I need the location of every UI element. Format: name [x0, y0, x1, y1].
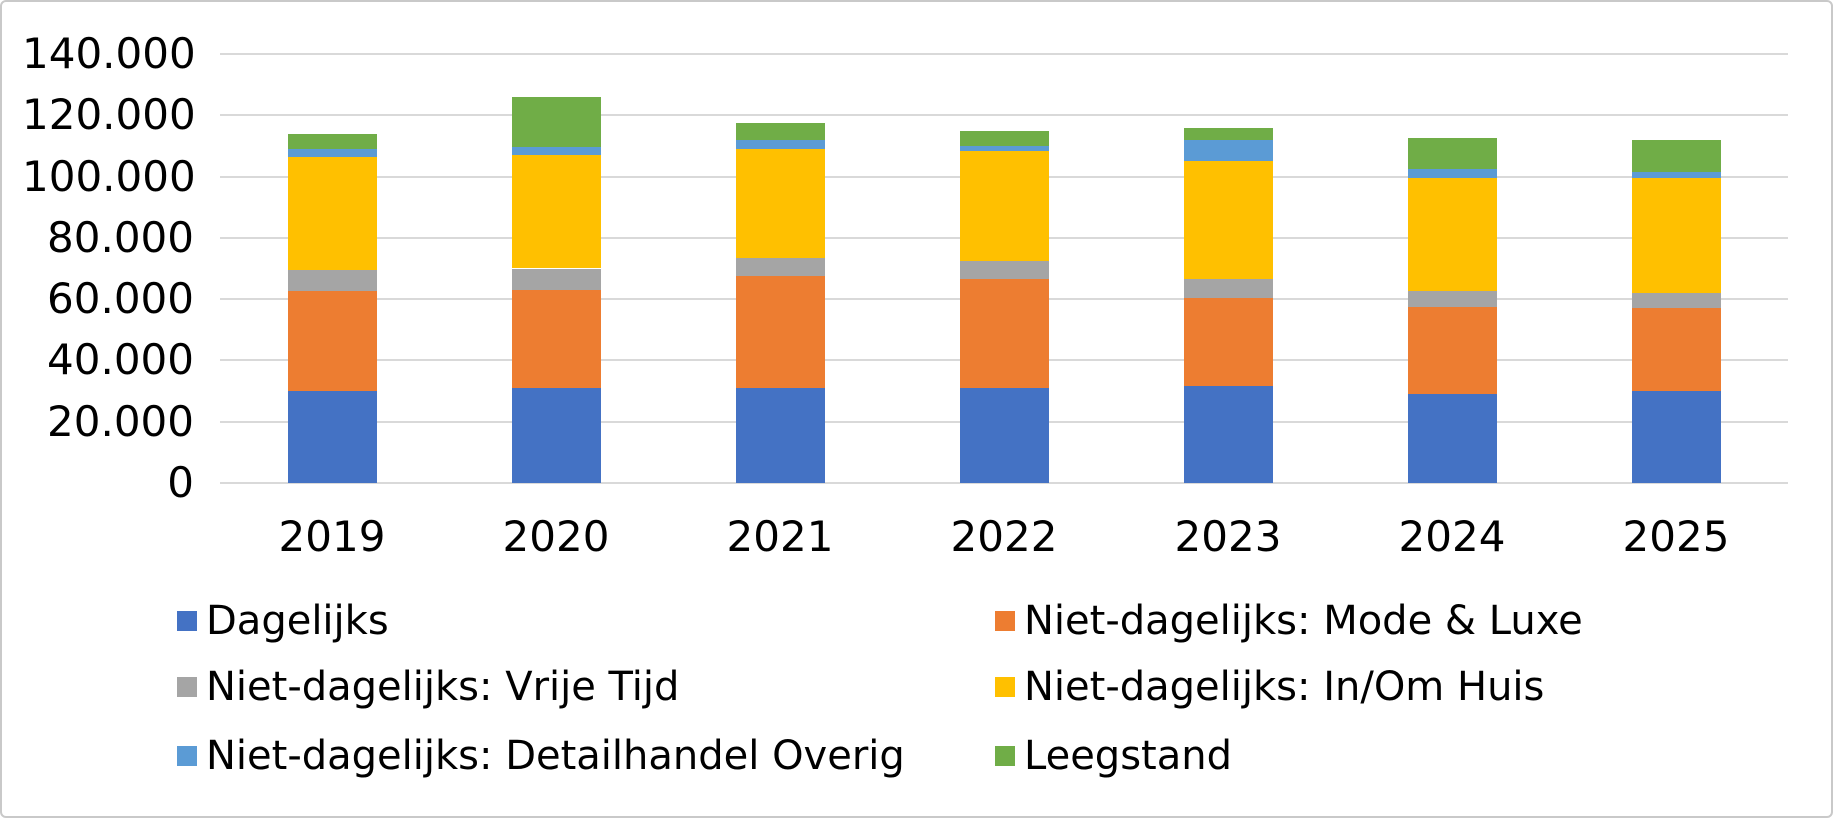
bar-segment-2022-series-2 — [959, 260, 1049, 280]
bar-segment-2025-series-4 — [1631, 171, 1721, 179]
bar-segment-2019-series-1 — [287, 291, 377, 392]
bar-segment-2022-series-5 — [959, 130, 1049, 146]
bar-segment-2021-series-0 — [735, 388, 825, 483]
gridline-y-0 — [220, 482, 1788, 484]
x-axis-label-2020: 2020 — [502, 512, 610, 561]
bar-segment-2019-series-4 — [287, 148, 377, 157]
bar-segment-2019-series-0 — [287, 391, 377, 483]
bar-segment-2025-series-0 — [1631, 391, 1721, 483]
bar-segment-2023-series-4 — [1183, 139, 1273, 162]
bar-segment-2021-series-1 — [735, 276, 825, 388]
gridline-y-140.000 — [220, 53, 1788, 55]
legend-item-1: Niet-dagelijks: Mode & Luxe — [995, 599, 1583, 643]
x-axis-label-2019: 2019 — [278, 512, 386, 561]
bar-segment-2024-series-0 — [1407, 394, 1497, 483]
bar-segment-2021-series-5 — [735, 122, 825, 140]
legend-label: Leegstand — [1024, 733, 1232, 779]
bar-segment-2019-series-3 — [287, 156, 377, 271]
legend-label: Niet-dagelijks: In/Om Huis — [1024, 664, 1545, 710]
bar-segment-2020-series-2 — [511, 268, 601, 290]
bar-segment-2025-series-5 — [1631, 139, 1721, 172]
bar-segment-2019-series-2 — [287, 270, 377, 292]
y-axis-tick-label: 60.000 — [47, 274, 194, 324]
bar-segment-2023-series-2 — [1183, 279, 1273, 298]
x-axis-label-2025: 2025 — [1622, 512, 1730, 561]
legend-item-5: Leegstand — [995, 734, 1232, 778]
y-axis-tick-label: 100.000 — [22, 151, 196, 201]
x-axis-label-2022: 2022 — [950, 512, 1058, 561]
legend-item-4: Niet-dagelijks: Detailhandel Overig — [177, 734, 905, 778]
x-axis-label-2021: 2021 — [726, 512, 834, 561]
bar-segment-2025-series-1 — [1631, 308, 1721, 392]
bar-segment-2022-series-0 — [959, 388, 1049, 483]
bar-segment-2020-series-1 — [511, 289, 601, 388]
bar-segment-2024-series-5 — [1407, 138, 1497, 169]
legend-item-0: Dagelijks — [177, 599, 389, 643]
legend-swatch-icon — [177, 611, 197, 631]
bar-segment-2020-series-3 — [511, 155, 601, 269]
legend-swatch-icon — [177, 746, 197, 766]
bar-segment-2023-series-0 — [1183, 386, 1273, 483]
legend-label: Niet-dagelijks: Vrije Tijd — [206, 664, 680, 710]
y-axis-tick-label: 120.000 — [22, 90, 196, 140]
y-axis-tick-label: 20.000 — [47, 396, 194, 446]
bar-segment-2023-series-5 — [1183, 127, 1273, 140]
bar-segment-2020-series-0 — [511, 388, 601, 483]
legend-label: Dagelijks — [206, 598, 389, 644]
bar-segment-2022-series-4 — [959, 145, 1049, 151]
bar-segment-2019-series-5 — [287, 133, 377, 149]
bar-segment-2021-series-4 — [735, 139, 825, 149]
legend-label: Niet-dagelijks: Detailhandel Overig — [206, 733, 905, 779]
bar-segment-2025-series-2 — [1631, 293, 1721, 309]
legend-item-2: Niet-dagelijks: Vrije Tijd — [177, 665, 679, 709]
bar-segment-2021-series-3 — [735, 148, 825, 258]
x-axis-label-2023: 2023 — [1174, 512, 1282, 561]
legend-swatch-icon — [995, 677, 1015, 697]
y-axis-tick-label: 40.000 — [47, 335, 194, 385]
bar-segment-2025-series-3 — [1631, 178, 1721, 293]
bar-segment-2020-series-5 — [511, 96, 601, 148]
bar-segment-2023-series-1 — [1183, 297, 1273, 387]
legend-swatch-icon — [995, 611, 1015, 631]
bar-segment-2021-series-2 — [735, 257, 825, 277]
bar-segment-2024-series-2 — [1407, 291, 1497, 307]
legend-swatch-icon — [177, 677, 197, 697]
y-axis-tick-label: 140.000 — [22, 29, 196, 78]
gridline-y-120.000 — [220, 114, 1788, 117]
x-axis-label-2024: 2024 — [1398, 512, 1506, 561]
legend-item-3: Niet-dagelijks: In/Om Huis — [995, 665, 1544, 709]
bar-segment-2023-series-3 — [1183, 161, 1273, 280]
bar-segment-2024-series-4 — [1407, 168, 1497, 179]
legend-label: Niet-dagelijks: Mode & Luxe — [1024, 598, 1583, 644]
y-axis-tick-label: 0 — [167, 458, 194, 507]
bar-segment-2022-series-1 — [959, 279, 1049, 388]
bar-segment-2024-series-3 — [1407, 178, 1497, 292]
bar-segment-2024-series-1 — [1407, 306, 1497, 395]
bar-segment-2022-series-3 — [959, 150, 1049, 261]
bar-segment-2020-series-4 — [511, 147, 601, 156]
y-axis-tick-label: 80.000 — [47, 212, 194, 262]
legend-swatch-icon — [995, 746, 1015, 766]
